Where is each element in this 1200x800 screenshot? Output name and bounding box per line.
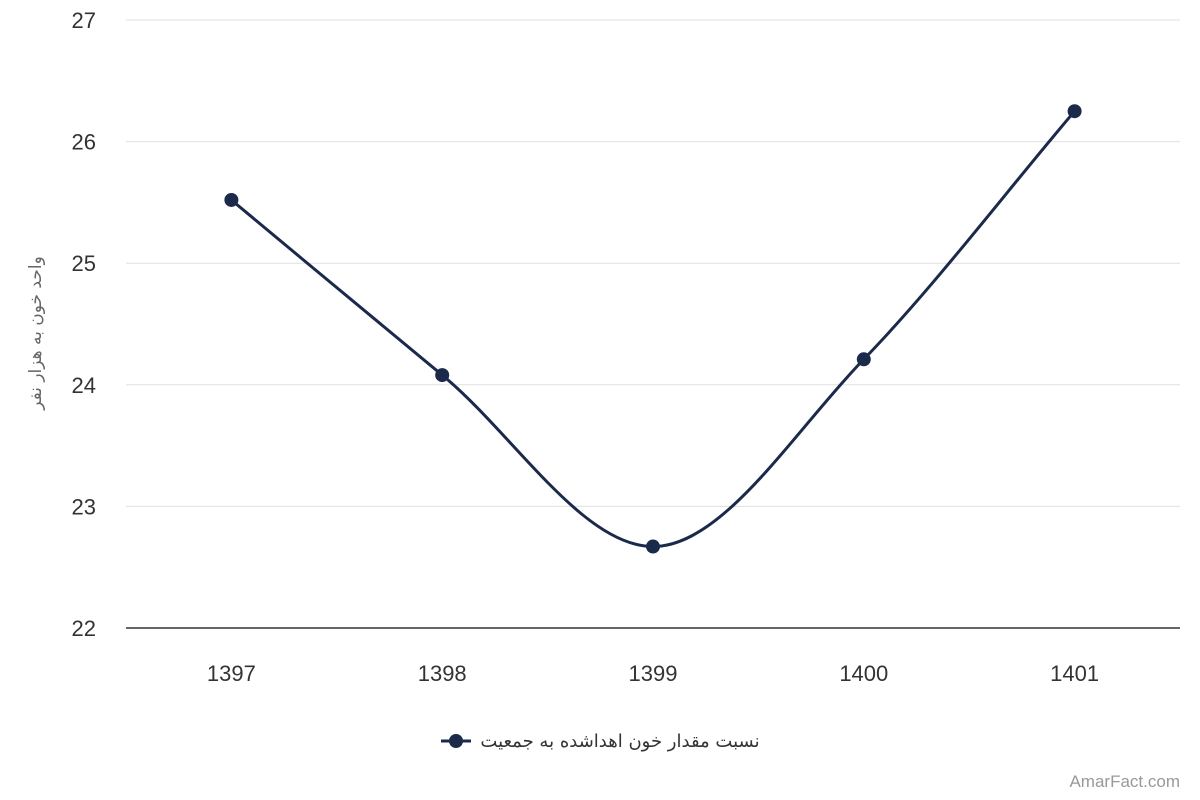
series-line (230, 110, 1076, 549)
legend-marker (441, 734, 472, 748)
y-tick-label: 22 (72, 616, 96, 641)
legend[interactable]: نسبت مقدار خون اهداشده به جمعیت (0, 727, 1200, 755)
y-tick-label: 23 (72, 494, 96, 519)
y-tick-label: 26 (72, 130, 96, 155)
x-tick-label: 1401 (1050, 661, 1099, 686)
data-point[interactable] (646, 539, 660, 554)
y-tick-label: 25 (72, 251, 96, 276)
data-point[interactable] (1067, 104, 1082, 119)
y-tick-label: 27 (72, 8, 96, 33)
x-tick-label: 1399 (629, 661, 678, 686)
legend-label: نسبت مقدار خون اهداشده به جمعیت (480, 730, 760, 752)
watermark: AmarFact.com (1069, 772, 1180, 791)
gridlines (126, 19, 1180, 629)
x-tick-label: 1398 (418, 661, 467, 686)
data-point[interactable] (224, 192, 239, 207)
data-point[interactable] (856, 352, 871, 367)
y-axis-ticks: 22 23 24 25 26 27 (72, 8, 96, 641)
y-axis-label: واحد خون به هزار نفر (26, 256, 46, 410)
x-axis-ticks: 1397 1398 1399 1400 1401 (207, 661, 1099, 686)
data-point[interactable] (435, 368, 450, 383)
x-tick-label: 1397 (207, 661, 256, 686)
data-points (224, 104, 1082, 554)
y-tick-label: 24 (72, 373, 96, 398)
x-tick-label: 1400 (839, 661, 888, 686)
